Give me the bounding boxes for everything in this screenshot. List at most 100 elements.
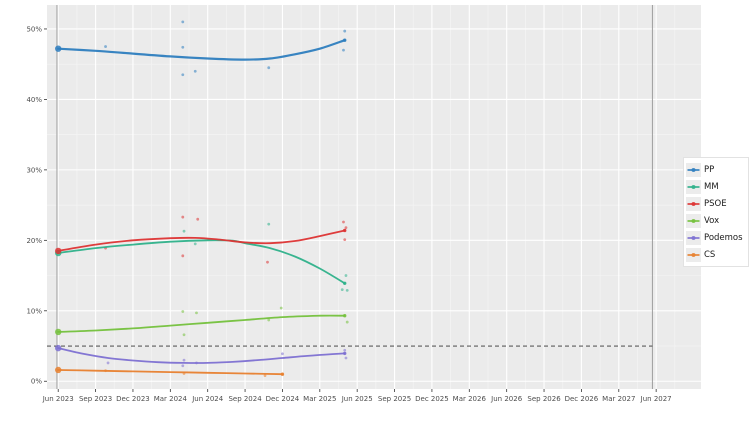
legend-label-podemos: Podemos [704, 232, 743, 243]
poll-point-pp [342, 48, 345, 52]
poll-point-psoe [342, 220, 345, 224]
y-axis-label: 0% [31, 378, 42, 386]
legend-label-cs: CS [704, 249, 716, 260]
x-axis-label: Mar 2026 [453, 395, 487, 403]
poll-point-mm [193, 242, 197, 246]
y-axis-label: 30% [26, 166, 42, 174]
legend-key-pp-icon [686, 162, 701, 177]
poll-point-vox [345, 320, 349, 324]
poll-point-podemos [106, 361, 110, 365]
legend-key-podemos-icon [686, 230, 701, 245]
x-axis-label: Dec 2026 [565, 395, 599, 403]
poll-point-mm [340, 288, 344, 292]
trend-end-dot-psoe [343, 228, 347, 233]
poll-point-podemos [343, 348, 347, 352]
y-axis-label: 50% [26, 25, 42, 33]
legend-key-cs-icon [686, 247, 701, 262]
poll-point-podemos [182, 358, 186, 362]
axes: Jun 2023 Sep 2023 Dec 2023 Mar 2024 Jun 2024… [26, 25, 671, 403]
trend-end-dot-podemos [343, 351, 347, 356]
poll-point-psoe [344, 226, 348, 230]
poll-point-podemos [281, 352, 284, 356]
x-axis-label: Mar 2024 [154, 395, 188, 403]
poll-point-pp [193, 69, 197, 73]
legend-swatch-cs-icon [687, 252, 700, 257]
election-result-dot-cs [55, 366, 62, 374]
poll-point-pp [181, 73, 185, 77]
poll-point-psoe [181, 254, 185, 258]
x-axis-label: Mar 2025 [303, 395, 336, 403]
poll-point-psoe [181, 215, 185, 219]
poll-point-vox [267, 318, 271, 322]
trend-line-pp [57, 39, 346, 61]
x-axis-label: Jun 2024 [191, 395, 224, 403]
legend-swatch-mm-icon [687, 184, 700, 189]
x-axis-label: Jun 2025 [341, 395, 373, 403]
trend-line-podemos [57, 347, 346, 364]
poll-point-pp [181, 20, 185, 24]
x-axis-label: Dec 2025 [415, 395, 449, 403]
election-result-dot-psoe [55, 247, 62, 255]
x-axis-label: Dec 2023 [116, 395, 150, 403]
trend-line-psoe [57, 229, 346, 252]
poll-point-mm [345, 288, 349, 292]
y-axis-label: 40% [26, 96, 42, 104]
poll-point-vox [279, 306, 283, 310]
x-axis-label: Sep 2025 [378, 395, 411, 403]
poll-points-pp [104, 20, 347, 77]
poll-point-pp [181, 45, 185, 49]
legend-swatch-podemos-icon [687, 235, 700, 240]
trend-end-dot-vox [343, 314, 347, 318]
legend-item-mm: MM [686, 178, 746, 195]
legend-swatch-pp-icon [687, 167, 700, 172]
poll-point-podemos [344, 356, 348, 360]
legend-item-podemos: Podemos [686, 229, 746, 246]
poll-point-vox [195, 311, 198, 315]
poll-points-mm [182, 222, 349, 292]
y-axis-label: 20% [26, 237, 42, 245]
legend: PP MM PSOE Vox Podemos CS [683, 157, 749, 267]
x-axis-label: Sep 2026 [527, 395, 561, 403]
gridlines-minor [47, 5, 701, 389]
x-axis-label: Jun 2023 [42, 395, 74, 403]
poll-point-psoe [343, 238, 347, 242]
poll-points-vox [181, 306, 349, 337]
legend-item-pp: PP [686, 161, 746, 178]
plot-panel [47, 5, 701, 389]
poll-point-vox [182, 333, 186, 337]
x-axis-label: Jun 2026 [490, 395, 523, 403]
legend-swatch-psoe-icon [687, 201, 700, 206]
x-axis-label: Sep 2023 [79, 395, 112, 403]
election-result-dot-pp [55, 45, 62, 52]
x-axis-label: Dec 2024 [266, 395, 300, 403]
legend-key-mm-icon [686, 179, 701, 194]
poll-point-psoe [196, 217, 200, 221]
election-result-dot-vox [55, 328, 62, 336]
legend-item-vox: Vox [686, 212, 746, 229]
legend-key-vox-icon [686, 213, 701, 228]
legend-swatch-vox-icon [687, 218, 700, 223]
legend-label-vox: Vox [704, 215, 720, 226]
x-axis-label: Jun 2027 [640, 395, 672, 403]
gridlines-major [47, 5, 701, 389]
x-axis-label: Sep 2024 [228, 395, 262, 403]
legend-label-mm: MM [704, 181, 719, 192]
trend-end-dot-mm [343, 281, 347, 286]
poll-point-podemos [181, 364, 185, 368]
legend-item-cs: CS [686, 246, 746, 263]
poll-point-cs [263, 374, 267, 378]
trend-end-dot-pp [343, 38, 347, 42]
y-axis-label: 10% [26, 307, 42, 315]
poll-point-vox [181, 310, 185, 313]
x-axis-label: Mar 2027 [602, 395, 635, 403]
legend-label-psoe: PSOE [704, 198, 727, 209]
poll-point-mm [182, 229, 186, 233]
poll-points-psoe [104, 215, 348, 264]
legend-item-psoe: PSOE [686, 195, 746, 212]
poll-point-psoe [266, 260, 269, 264]
poll-point-pp [267, 66, 271, 70]
trend-end-dot-cs [280, 372, 285, 376]
poll-point-mm [267, 222, 271, 226]
